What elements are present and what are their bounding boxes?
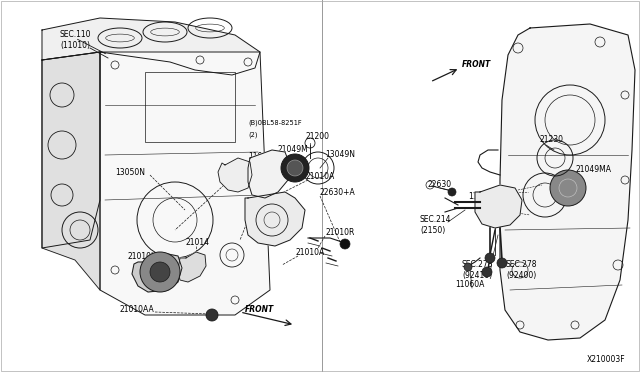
Circle shape [550, 170, 586, 206]
Circle shape [281, 154, 309, 182]
Circle shape [206, 309, 218, 321]
Text: (2150): (2150) [420, 226, 445, 235]
Text: 11061: 11061 [248, 152, 272, 161]
Circle shape [485, 253, 495, 263]
Polygon shape [245, 192, 305, 246]
Text: 21010K: 21010K [128, 252, 157, 261]
Polygon shape [218, 158, 252, 192]
Text: SEC.110: SEC.110 [60, 30, 92, 39]
Text: 21014: 21014 [186, 238, 210, 247]
Circle shape [140, 252, 180, 292]
Text: 13049N: 13049N [325, 150, 355, 159]
Text: (B)0BL58-8251F: (B)0BL58-8251F [248, 120, 301, 126]
Polygon shape [475, 185, 522, 228]
Text: 21230: 21230 [540, 135, 564, 144]
Bar [145, 72, 235, 142]
Text: (11010): (11010) [60, 41, 90, 50]
Text: 11060A: 11060A [455, 280, 484, 289]
Text: SEC.278: SEC.278 [462, 260, 493, 269]
Text: FRONT: FRONT [245, 305, 275, 314]
Text: 21010AA: 21010AA [120, 305, 155, 314]
Circle shape [482, 267, 492, 277]
Text: (2): (2) [248, 131, 257, 138]
Text: 13050N: 13050N [115, 168, 145, 177]
Text: 22630: 22630 [428, 180, 452, 189]
Text: 21200: 21200 [306, 132, 330, 141]
Circle shape [497, 258, 507, 268]
Polygon shape [248, 150, 290, 198]
Text: 21010A: 21010A [295, 248, 324, 257]
Text: 21049MA: 21049MA [576, 165, 612, 174]
Text: X210003F: X210003F [586, 355, 625, 364]
Text: 21049M: 21049M [278, 145, 308, 154]
Text: (92410): (92410) [462, 271, 492, 280]
Polygon shape [100, 52, 270, 315]
Text: (92400): (92400) [506, 271, 536, 280]
Polygon shape [42, 52, 100, 290]
Circle shape [150, 262, 170, 282]
Text: 21010R: 21010R [325, 228, 355, 237]
Text: SEC.278: SEC.278 [506, 260, 538, 269]
Polygon shape [42, 52, 100, 248]
Text: 22630+A: 22630+A [320, 188, 356, 197]
Polygon shape [500, 24, 635, 340]
Circle shape [340, 239, 350, 249]
Circle shape [287, 160, 303, 176]
Polygon shape [42, 18, 260, 75]
Text: SEC.214: SEC.214 [420, 215, 451, 224]
Text: 21010A: 21010A [306, 172, 335, 181]
Polygon shape [178, 252, 206, 282]
Circle shape [464, 263, 472, 271]
Polygon shape [132, 254, 182, 292]
Text: 11060: 11060 [468, 192, 492, 201]
Text: FRONT: FRONT [462, 60, 492, 69]
Circle shape [448, 188, 456, 196]
